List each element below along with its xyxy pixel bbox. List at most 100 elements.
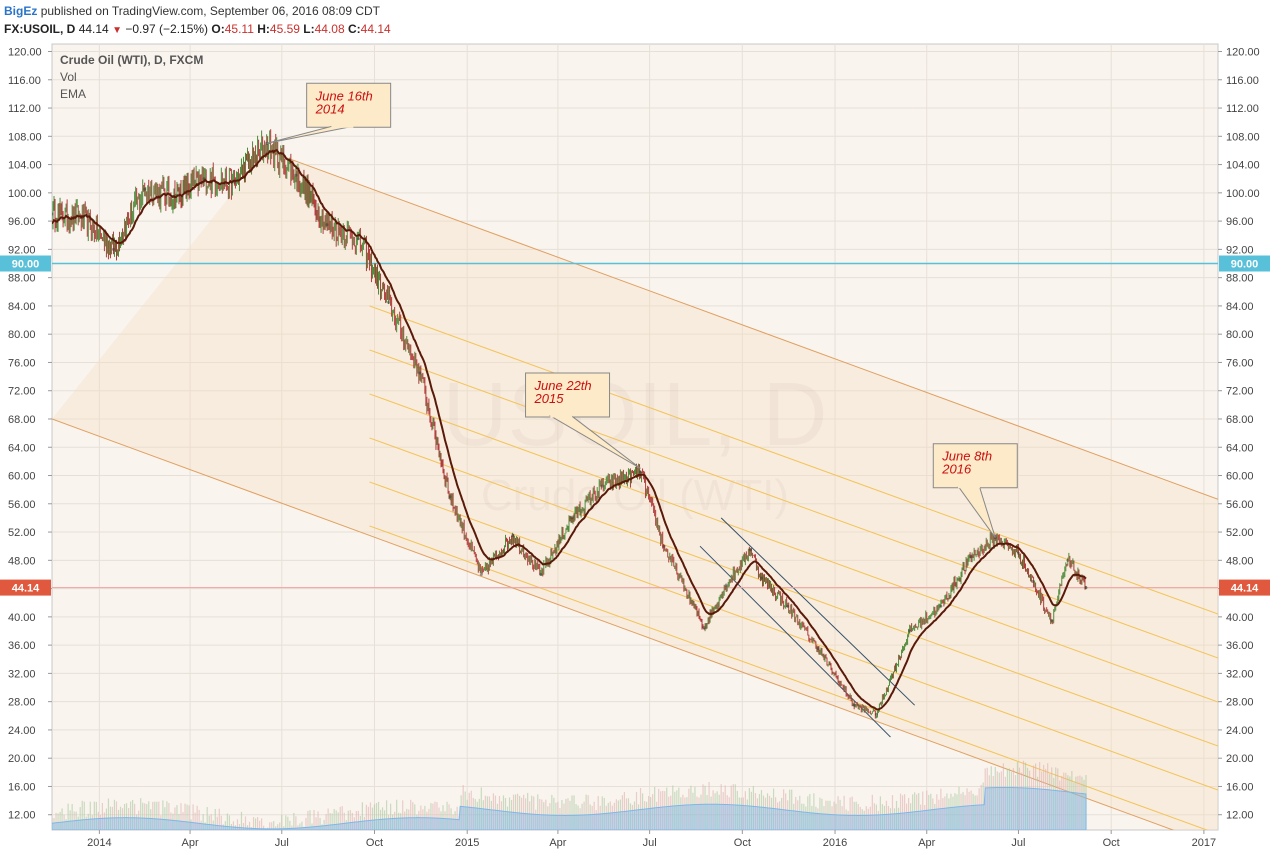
data-point <box>600 484 604 488</box>
data-point <box>511 534 515 538</box>
x-tick-label: 2015 <box>455 837 479 849</box>
callout-joint <box>331 124 354 128</box>
x-tick-label: Oct <box>734 837 751 849</box>
y-tick-label-left: 32.00 <box>8 668 36 680</box>
data-point <box>874 712 878 716</box>
last-price: 44.14 <box>78 22 109 36</box>
data-point <box>908 629 912 633</box>
last-price-tag <box>1219 579 1270 596</box>
y-tick-label-left: 116.00 <box>8 75 41 87</box>
y-tick-label-left: 52.00 <box>8 527 36 539</box>
data-point <box>1066 558 1070 562</box>
data-point <box>969 555 973 559</box>
volume-area <box>52 786 1087 830</box>
price-chart[interactable]: USOIL, D Crude Oil (WTI) June 16th2014Ju… <box>0 42 1270 857</box>
y-tick-label-right: 40.00 <box>1226 612 1254 624</box>
y-tick-label-left: 112.00 <box>8 103 41 115</box>
y-tick-label-right: 76.00 <box>1226 357 1254 369</box>
x-tick-label: Oct <box>1103 837 1120 849</box>
y-tick-label-left: 16.00 <box>8 781 36 793</box>
y-tick-label-left: 120.00 <box>8 47 42 59</box>
open-label: O: <box>211 22 225 36</box>
low-label: L: <box>303 22 315 36</box>
horizontal-levels[interactable] <box>0 262 1270 589</box>
y-tick-label-left: 76.00 <box>8 357 36 369</box>
ema-line <box>52 148 1087 711</box>
axes: 120.00 120.00 116.00 116.00 112.00 112.00 108.… <box>0 47 1270 849</box>
level-90-tag <box>0 255 51 272</box>
y-tick-label-left: 20.00 <box>8 753 36 765</box>
y-tick-label-left: 24.00 <box>8 725 36 737</box>
data-point <box>52 212 54 216</box>
price-change: −0.97 (−2.15%) <box>125 22 209 36</box>
channel-inner-line <box>369 349 1218 659</box>
data-point <box>448 495 452 499</box>
down-triangle-icon: ▼ <box>112 25 122 36</box>
channel-upper-line <box>266 149 1218 500</box>
y-tick-label-left: 68.00 <box>8 414 36 426</box>
y-tick-label-right: 36.00 <box>1226 640 1254 652</box>
x-tick-label: Jul <box>1011 837 1025 849</box>
callout-line2: 2015 <box>534 391 565 406</box>
channel-inner-line <box>369 481 1218 791</box>
y-tick-label-right: 52.00 <box>1226 527 1254 539</box>
channel-inner-line <box>369 305 1218 615</box>
y-tick-label-left: 64.00 <box>8 442 36 454</box>
callout-line1: June 22th <box>534 378 592 393</box>
volume-histogram <box>52 760 1087 830</box>
y-tick-label-left: 40.00 <box>8 612 36 624</box>
watermark: USOIL, D Crude Oil (WTI) <box>442 365 827 520</box>
y-tick-label-left: 108.00 <box>8 131 42 143</box>
channel-inner-line <box>369 437 1218 747</box>
close-value: 44.14 <box>360 22 391 36</box>
low-value: 44.08 <box>314 22 345 36</box>
data-point <box>759 576 763 580</box>
y-tick-label-right: 80.00 <box>1226 329 1254 341</box>
channel-inner-line <box>369 393 1218 703</box>
callout-box <box>306 82 392 128</box>
legend-vol[interactable]: Vol <box>60 70 77 84</box>
regression-channel[interactable] <box>52 149 1252 846</box>
data-point <box>702 625 706 629</box>
data-point <box>1050 618 1054 622</box>
callout-line1: June 8th <box>941 449 992 464</box>
y-tick-label-left: 80.00 <box>8 329 36 341</box>
y-tick-label-left: 48.00 <box>8 555 36 567</box>
watermark-name: Crude Oil (WTI) <box>481 471 789 520</box>
publisher-name[interactable]: BigEz <box>4 4 38 18</box>
y-tick-label-right: 60.00 <box>1226 471 1254 483</box>
x-tick-label: Apr <box>918 837 935 849</box>
data-point <box>387 300 391 304</box>
publish-line: BigEz published on TradingView.com, Sept… <box>4 4 380 18</box>
symbol-label: FX:USOIL, D <box>4 22 76 36</box>
x-tick-label: Jul <box>275 837 289 849</box>
data-point <box>786 604 790 608</box>
last-price-tag <box>0 579 51 596</box>
callout-line1: June 16th <box>315 88 373 103</box>
data-point <box>479 572 483 576</box>
x-tick-label: 2016 <box>823 837 847 849</box>
y-tick-label-right: 12.00 <box>1226 810 1254 822</box>
level-90-label: 90.00 <box>1231 259 1259 271</box>
y-tick-label-left: 56.00 <box>8 499 36 511</box>
high-label: H: <box>257 22 270 36</box>
data-point <box>356 237 360 241</box>
x-tick-label: 2017 <box>1192 837 1216 849</box>
data-point <box>111 247 115 251</box>
level-90-tag <box>1219 255 1270 272</box>
y-tick-label-left: 12.00 <box>8 810 36 822</box>
y-tick-label-left: 104.00 <box>8 160 42 172</box>
y-tick-label-left: 92.00 <box>8 244 36 256</box>
callout-line2: 2016 <box>941 462 972 477</box>
y-tick-label-left: 72.00 <box>8 386 36 398</box>
data-point <box>1084 586 1088 590</box>
y-tick-label-left: 36.00 <box>8 640 36 652</box>
legend-ema[interactable]: EMA <box>60 87 86 101</box>
y-tick-label-right: 16.00 <box>1226 781 1254 793</box>
watermark-symbol: USOIL, D <box>442 365 827 465</box>
chart-header: BigEz published on TradingView.com, Sept… <box>0 0 1270 42</box>
price-series <box>52 129 1088 719</box>
